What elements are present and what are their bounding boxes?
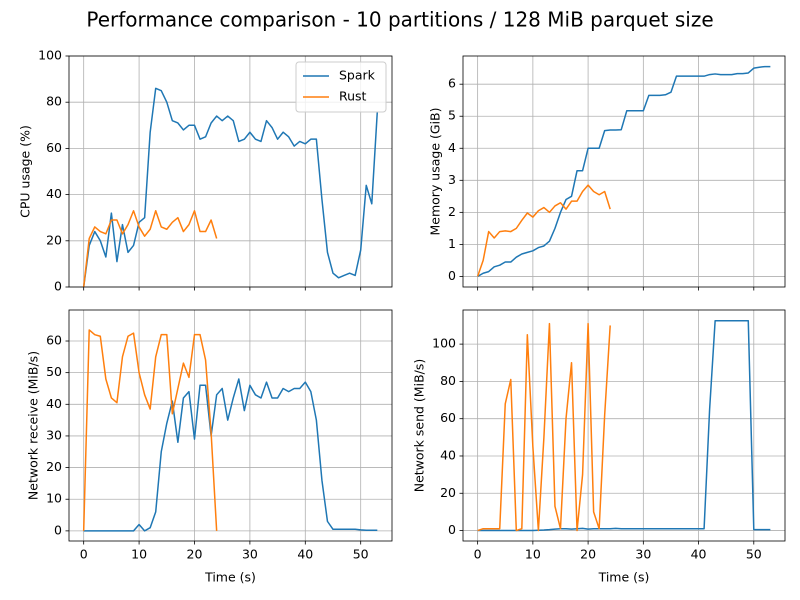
x-tick-label: 20 [580, 547, 596, 562]
y-tick-label: 100 [432, 336, 456, 351]
panel: 0 1 2 3 4 5 6 Memory usage (GiB) [428, 55, 786, 291]
x-tick-label: 40 [691, 547, 707, 562]
data-line [82, 87, 379, 288]
axes-frame [68, 55, 393, 288]
panel: 0 10 20 30 40 50 0 20 40 60 80 100 Time (s) Network s… [412, 309, 786, 585]
y-tick-label: 0 [54, 279, 62, 294]
y-tick-label: 5 [448, 108, 456, 123]
data-line [83, 378, 378, 532]
x-axis-label: Time (s) [598, 570, 650, 585]
legend-box [295, 61, 387, 113]
y-tick-label: 3 [448, 172, 456, 187]
x-tick-label: 50 [353, 547, 369, 562]
y-tick-label: 10 [46, 491, 62, 506]
y-axis-label: Network send (MiB/s) [412, 359, 427, 493]
y-tick-label: 20 [440, 485, 456, 500]
y-tick-label: 0 [448, 268, 456, 283]
y-tick-label: 100 [38, 48, 62, 63]
x-tick-label: 0 [80, 547, 88, 562]
y-axis-label: Network receive (MiB/s) [26, 351, 41, 500]
y-tick-label: 40 [440, 447, 456, 462]
panel: 0 10 20 30 40 50 0 10 20 30 40 50 60 Time (s) Network … [26, 309, 393, 585]
y-tick-label: 30 [46, 427, 62, 442]
data-line [476, 184, 611, 277]
data-line [477, 65, 771, 278]
panel: 0 20 40 60 80 100 CPU usage (%) Spark Rust [18, 48, 393, 294]
data-line [477, 322, 611, 532]
y-tick-label: 0 [54, 522, 62, 537]
x-tick-label: 50 [746, 547, 762, 562]
x-axis-label: Time (s) [204, 570, 256, 585]
axes-frame [462, 55, 786, 288]
y-tick-label: 0 [448, 522, 456, 537]
x-tick-label: 30 [635, 547, 651, 562]
axes-frame [462, 309, 786, 542]
y-tick-label: 1 [448, 236, 456, 251]
y-axis-label: Memory usage (GiB) [428, 108, 443, 236]
y-tick-label: 20 [46, 232, 62, 247]
x-tick-label: 40 [297, 547, 313, 562]
legend-label: Spark [339, 68, 376, 83]
figure-title: Performance comparison - 10 partitions /… [86, 8, 713, 32]
x-tick-label: 20 [187, 547, 203, 562]
y-axis-label: CPU usage (%) [18, 125, 33, 218]
y-tick-label: 40 [46, 186, 62, 201]
y-tick-label: 4 [448, 140, 456, 155]
y-tick-label: 60 [440, 410, 456, 425]
data-line [82, 210, 218, 288]
y-tick-label: 60 [46, 333, 62, 348]
x-tick-label: 30 [242, 547, 258, 562]
x-tick-label: 0 [474, 547, 482, 562]
axes-frame [68, 309, 393, 542]
y-tick-label: 20 [46, 459, 62, 474]
data-line [82, 329, 218, 531]
y-tick-label: 2 [448, 204, 456, 219]
y-tick-label: 6 [448, 76, 456, 91]
y-tick-label: 40 [46, 396, 62, 411]
data-line [477, 320, 771, 532]
legend-label: Rust [339, 89, 367, 104]
x-tick-label: 10 [525, 547, 541, 562]
y-tick-label: 80 [46, 94, 62, 109]
y-tick-label: 60 [46, 140, 62, 155]
y-tick-label: 80 [440, 373, 456, 388]
y-tick-label: 50 [46, 364, 62, 379]
x-tick-label: 10 [131, 547, 147, 562]
